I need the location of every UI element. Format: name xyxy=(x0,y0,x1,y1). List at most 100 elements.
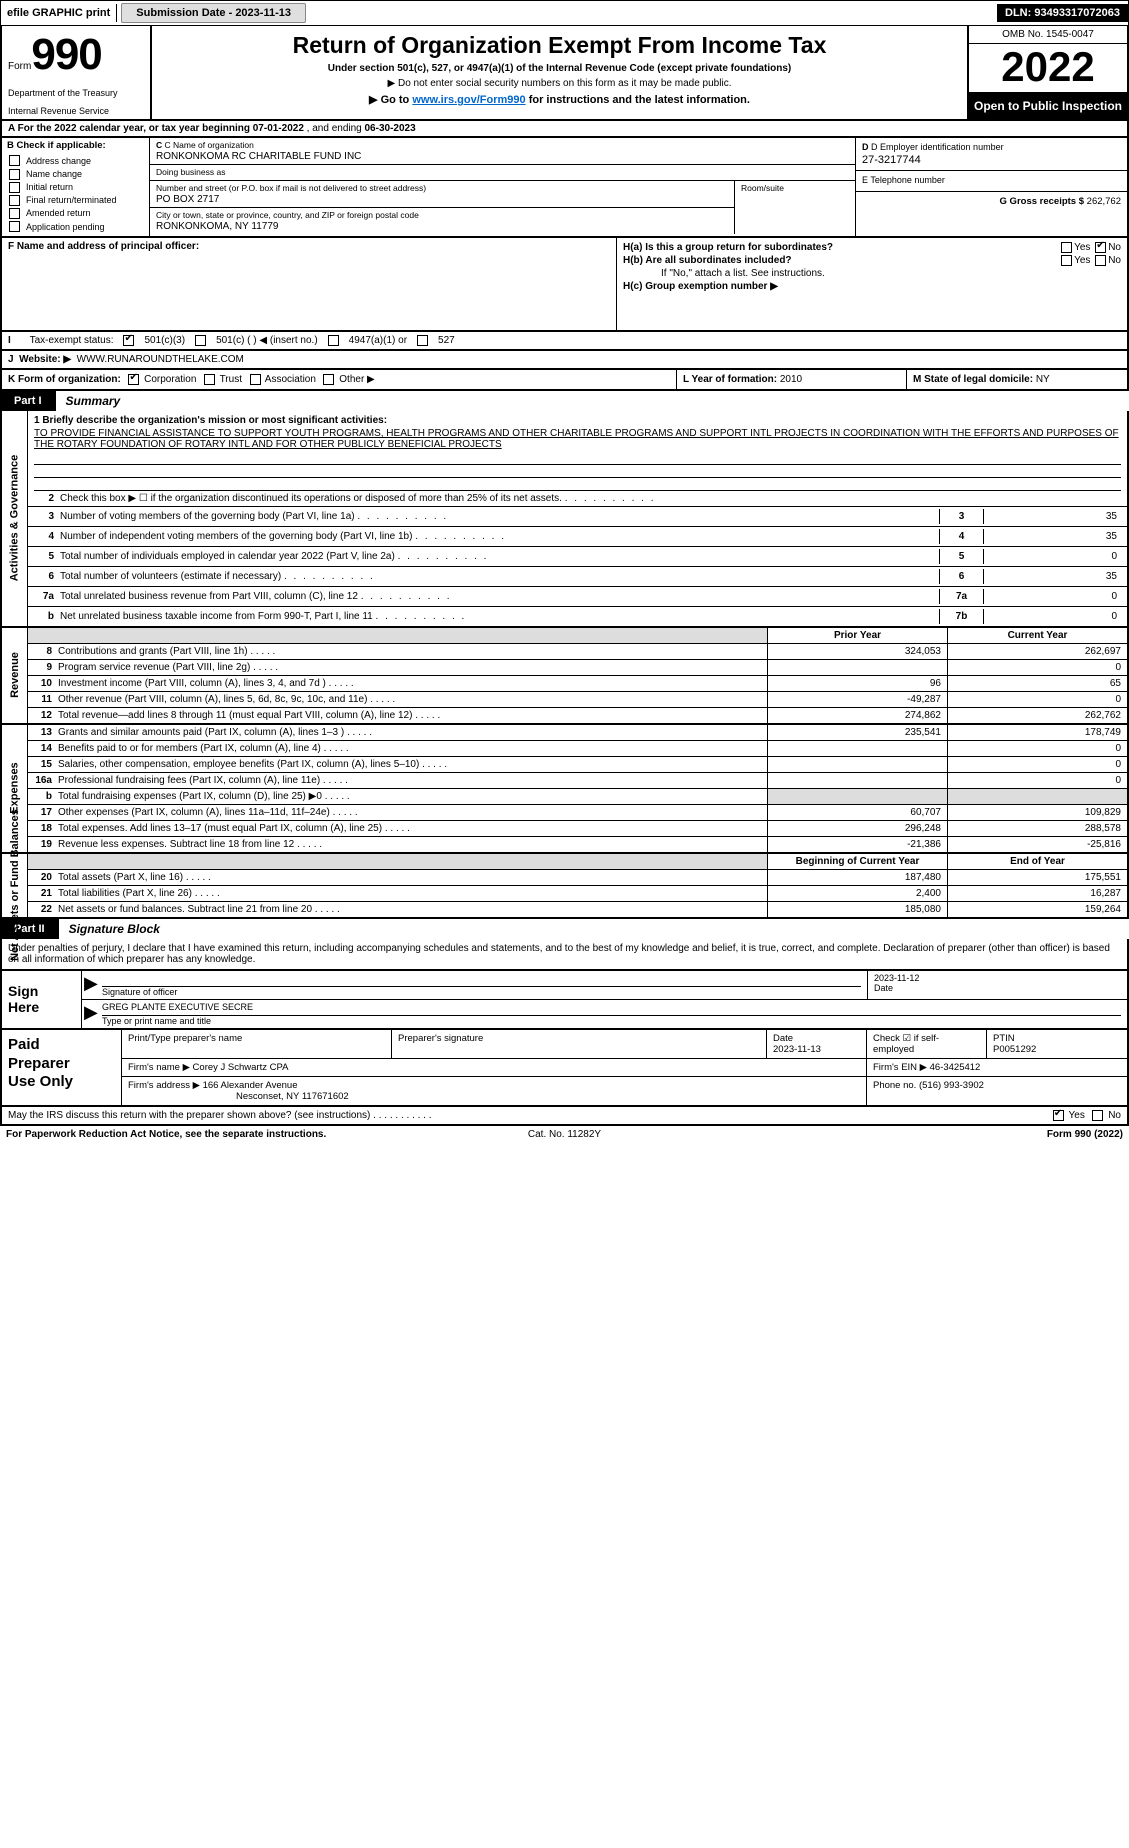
line-number: 15 xyxy=(28,757,58,772)
summary-line: 6 Total number of volunteers (estimate i… xyxy=(28,567,1127,587)
line-number: 18 xyxy=(28,821,58,836)
prior-year-value: 296,248 xyxy=(767,821,947,836)
checkbox-501c[interactable] xyxy=(195,335,206,346)
label-firm-name: Firm's name ▶ xyxy=(128,1062,190,1073)
financial-line: 18 Total expenses. Add lines 13–17 (must… xyxy=(28,821,1127,837)
label-firm-ein: Firm's EIN ▶ xyxy=(873,1062,927,1073)
prior-year-value: 185,080 xyxy=(767,902,947,917)
line-text: Total assets (Part X, line 16) . . . . . xyxy=(58,870,767,885)
tax-year: 2022 xyxy=(969,44,1127,93)
prior-year-value: 96 xyxy=(767,676,947,691)
rule-line xyxy=(34,452,1121,465)
checkbox-application-pending[interactable] xyxy=(9,221,20,232)
line-text: Grants and similar amounts paid (Part IX… xyxy=(58,725,767,740)
prior-year-value: 2,400 xyxy=(767,886,947,901)
form-title-block: Return of Organization Exempt From Incom… xyxy=(152,26,969,119)
label-officer-name: Type or print name and title xyxy=(102,1016,1121,1026)
prior-year-value xyxy=(767,741,947,756)
sign-here-label: Sign Here xyxy=(2,971,82,1028)
prior-year-value xyxy=(767,773,947,788)
signature-declaration: Under penalties of perjury, I declare th… xyxy=(0,939,1129,971)
line-text: Number of independent voting members of … xyxy=(60,531,939,542)
form-footer-id: Form 990 (2022) xyxy=(751,1129,1123,1140)
financial-line: 9 Program service revenue (Part VIII, li… xyxy=(28,660,1127,676)
financial-line: 20 Total assets (Part X, line 16) . . . … xyxy=(28,870,1127,886)
line-ref-cell: 7b xyxy=(939,609,983,624)
value-org-name: RONKONKOMA RC CHARITABLE FUND INC xyxy=(156,151,849,162)
checkbox-trust[interactable] xyxy=(204,374,215,385)
checkbox-4947[interactable] xyxy=(328,335,339,346)
financial-line: b Total fundraising expenses (Part IX, c… xyxy=(28,789,1127,805)
line-text: Contributions and grants (Part VIII, lin… xyxy=(58,644,767,659)
efile-topbar: efile GRAPHIC print Submission Date - 20… xyxy=(0,0,1129,26)
dept-irs: Internal Revenue Service xyxy=(8,106,144,116)
line-ref-cell: 7a xyxy=(939,589,983,604)
checkbox-association[interactable] xyxy=(250,374,261,385)
summary-line: b Net unrelated business taxable income … xyxy=(28,607,1127,626)
line-number: 22 xyxy=(28,902,58,917)
checkbox-501c3[interactable] xyxy=(123,335,134,346)
line-text: Total expenses. Add lines 13–17 (must eq… xyxy=(58,821,767,836)
form-title: Return of Organization Exempt From Incom… xyxy=(160,32,959,59)
line-number: 2 xyxy=(32,493,60,504)
checkbox-amended-return[interactable] xyxy=(9,208,20,219)
sidetab-net-assets: Net Assets or Fund Balances xyxy=(2,854,28,917)
value-phone: (516) 993-3902 xyxy=(919,1080,984,1091)
omb-number: OMB No. 1545-0047 xyxy=(969,26,1127,44)
checkbox-hb-yes[interactable] xyxy=(1061,255,1072,266)
col-h-group-return: H(a) Is this a group return for subordin… xyxy=(617,238,1127,330)
expenses-block: Expenses 13 Grants and similar amounts p… xyxy=(0,725,1129,854)
line-text: Other expenses (Part IX, column (A), lin… xyxy=(58,805,767,820)
line-text: Total revenue—add lines 8 through 11 (mu… xyxy=(58,708,767,723)
line-number: 12 xyxy=(28,708,58,723)
col-end-year: End of Year xyxy=(947,854,1127,869)
financial-line: 10 Investment income (Part VIII, column … xyxy=(28,676,1127,692)
sign-here-block: Sign Here ▶ Signature of officer 2023-11… xyxy=(0,971,1129,1030)
checkbox-ha-yes[interactable] xyxy=(1061,242,1072,253)
line-number: 3 xyxy=(32,511,60,522)
checkbox-initial-return[interactable] xyxy=(9,182,20,193)
checkbox-other[interactable] xyxy=(323,374,334,385)
label-firm-address: Firm's address ▶ xyxy=(128,1080,200,1091)
line-ref-cell: 5 xyxy=(939,549,983,564)
value-gross-receipts: 262,762 xyxy=(1087,196,1121,207)
checkbox-name-change[interactable] xyxy=(9,169,20,180)
paid-preparer-label: Paid Preparer Use Only xyxy=(2,1030,122,1105)
line-text: Total fundraising expenses (Part IX, col… xyxy=(58,789,767,804)
row-j-website: J Website: ▶ WWW.RUNAROUNDTHELAKE.COM xyxy=(0,351,1129,370)
checkbox-mayirs-no[interactable] xyxy=(1092,1110,1103,1121)
financial-line: 17 Other expenses (Part IX, column (A), … xyxy=(28,805,1127,821)
prior-year-value: -49,287 xyxy=(767,692,947,707)
financial-line: 13 Grants and similar amounts paid (Part… xyxy=(28,725,1127,741)
checkbox-final-return[interactable] xyxy=(9,195,20,206)
sidetab-governance: Activities & Governance xyxy=(2,411,28,626)
officer-signature-field[interactable] xyxy=(102,973,861,987)
label-room-suite: Room/suite xyxy=(741,183,849,193)
label-city: City or town, state or province, country… xyxy=(156,210,728,220)
checkbox-address-change[interactable] xyxy=(9,155,20,166)
checkbox-hb-no[interactable] xyxy=(1095,255,1106,266)
irs-link[interactable]: www.irs.gov/Form990 xyxy=(412,94,525,106)
form-right-block: OMB No. 1545-0047 2022 Open to Public In… xyxy=(969,26,1127,119)
line-number: 20 xyxy=(28,870,58,885)
line-value: 0 xyxy=(983,589,1123,604)
checkbox-corporation[interactable] xyxy=(128,374,139,385)
checkbox-ha-no[interactable] xyxy=(1095,242,1106,253)
label-org-name: C C Name of organization xyxy=(156,140,849,150)
checkbox-mayirs-yes[interactable] xyxy=(1053,1110,1064,1121)
catalog-number: Cat. No. 11282Y xyxy=(378,1129,750,1140)
financial-line: 16a Professional fundraising fees (Part … xyxy=(28,773,1127,789)
efile-label: efile GRAPHIC print xyxy=(1,4,117,22)
summary-line: 3 Number of voting members of the govern… xyxy=(28,507,1127,527)
net-assets-block: Net Assets or Fund Balances Beginning of… xyxy=(0,854,1129,919)
value-preparer-date: 2023-11-13 xyxy=(773,1044,860,1055)
line-value: 35 xyxy=(983,569,1123,584)
form-number-block: Form 990 Department of the Treasury Inte… xyxy=(2,26,152,119)
current-year-value: 262,762 xyxy=(947,708,1127,723)
paperwork-notice: For Paperwork Reduction Act Notice, see … xyxy=(6,1129,378,1140)
row-i-tax-exempt: I Tax-exempt status: 501(c)(3) 501(c) ( … xyxy=(0,332,1129,351)
checkbox-527[interactable] xyxy=(417,335,428,346)
value-street: PO BOX 2717 xyxy=(156,194,728,205)
current-year-value: 178,749 xyxy=(947,725,1127,740)
label-date: Date xyxy=(874,983,1121,993)
